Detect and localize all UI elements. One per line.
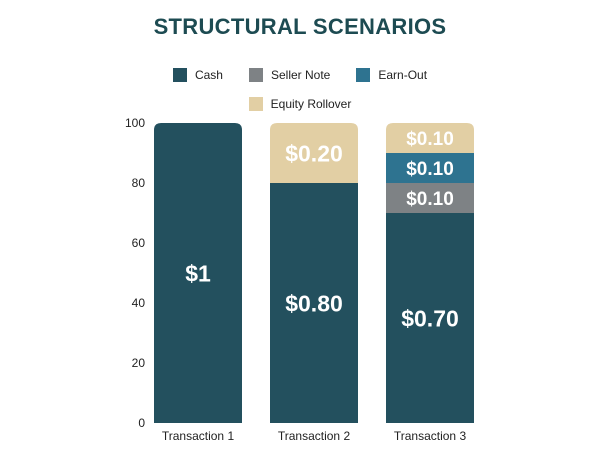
legend-item-equity-rollover: Equity Rollover (248, 97, 352, 111)
legend-label-equity-rollover: Equity Rollover (270, 97, 352, 111)
y-tick-label: 0 (138, 416, 145, 430)
legend-swatch-cash (172, 68, 187, 82)
bar-segment (386, 153, 474, 183)
chart-title: STRUCTURAL SCENARIOS (153, 14, 447, 39)
legend-label-cash: Cash (194, 68, 223, 82)
bar-segment (154, 123, 242, 423)
bar-data-label: $1 (185, 260, 211, 286)
bar-segment (270, 183, 358, 423)
y-tick-label: 60 (132, 236, 146, 250)
y-tick-label: 80 (132, 176, 146, 190)
legend-item-earn-out: Earn-Out (356, 68, 427, 82)
x-tick-label: Transaction 3 (394, 429, 467, 443)
bar-data-label: $0.10 (406, 189, 454, 210)
x-tick-label: Transaction 1 (162, 429, 235, 443)
y-tick-label: 20 (132, 356, 146, 370)
bar-data-label: $0.80 (285, 290, 343, 316)
bar-segment (386, 183, 474, 213)
legend-label-earn-out: Earn-Out (378, 68, 428, 82)
bar-data-label: $0.10 (406, 159, 454, 180)
y-tick-label: 40 (132, 296, 146, 310)
legend-swatch-earn-out (356, 68, 371, 82)
bar-segment (386, 123, 474, 153)
legend-row-1: Cash Seller Note Earn-Out (0, 68, 600, 82)
legend-item-seller-note: Seller Note (248, 68, 331, 82)
bar-data-label: $0.70 (401, 305, 459, 331)
y-tick-label: 100 (125, 116, 145, 130)
legend-row-2: Equity Rollover (0, 97, 600, 111)
bar-segment (270, 123, 358, 183)
legend-swatch-seller-note (248, 68, 263, 82)
legend-label-seller-note: Seller Note (270, 68, 331, 82)
bar-segment (386, 213, 474, 423)
legend-item-cash: Cash (172, 68, 223, 82)
legend-swatch-equity-rollover (248, 97, 263, 111)
x-tick-label: Transaction 2 (278, 429, 351, 443)
bar-data-label: $0.10 (406, 129, 454, 150)
bar-data-label: $0.20 (285, 140, 343, 166)
